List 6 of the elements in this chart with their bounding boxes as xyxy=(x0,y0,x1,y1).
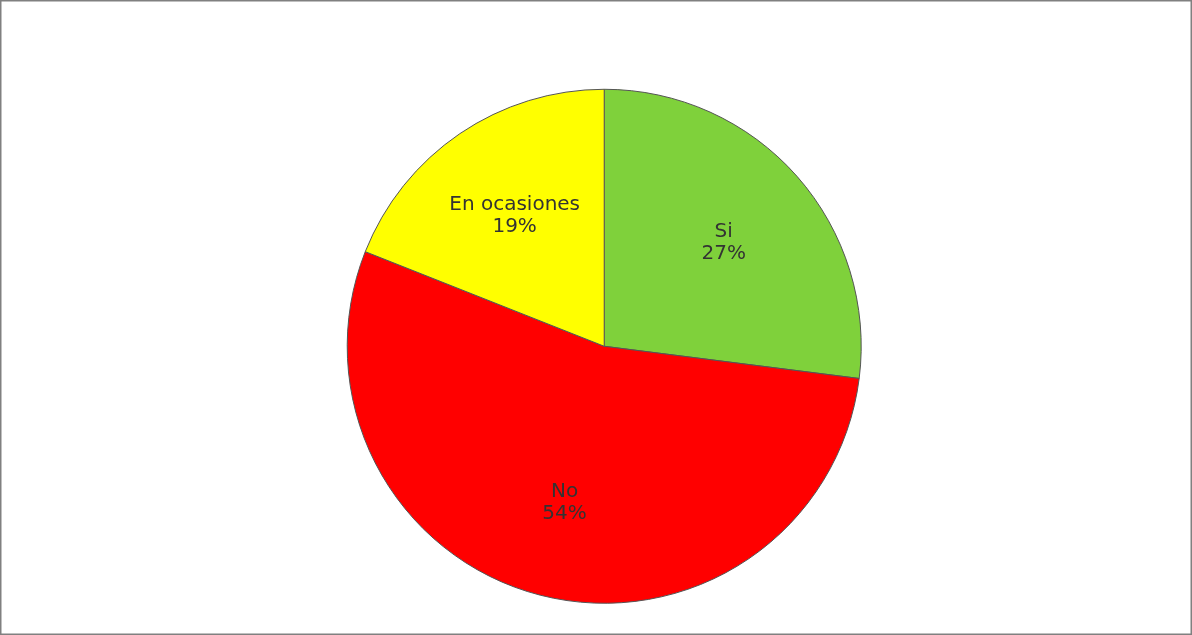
slice-label: Si xyxy=(714,217,733,242)
slice-label: En ocasiones xyxy=(449,191,581,216)
data-label: 54% xyxy=(542,499,587,524)
slice-label: No xyxy=(550,477,579,502)
data-label: 27% xyxy=(701,239,746,264)
data-label: 19% xyxy=(492,213,537,238)
